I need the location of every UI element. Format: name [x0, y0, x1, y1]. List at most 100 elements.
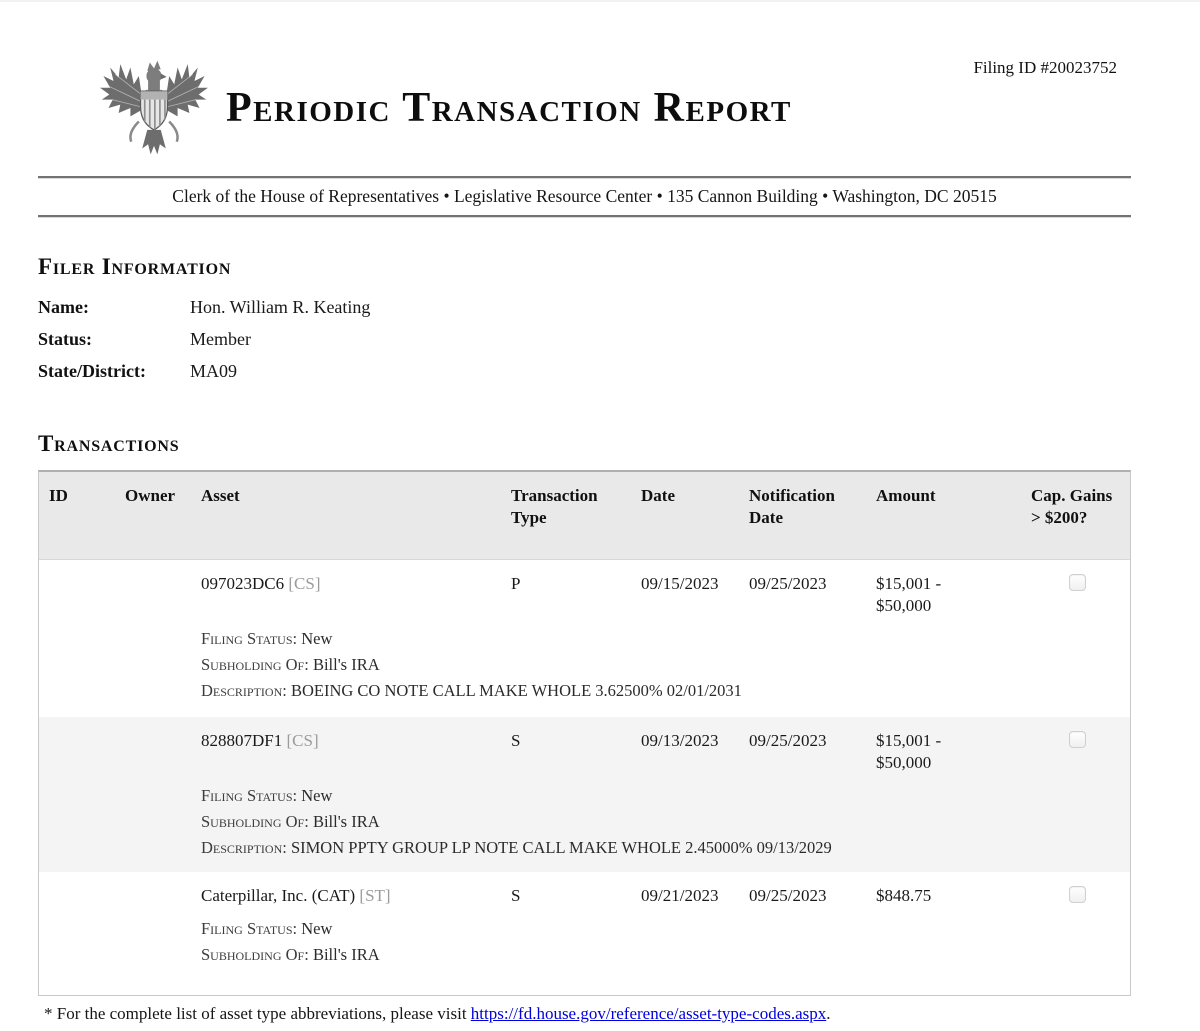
- filer-status-row: Status: Member: [38, 330, 1131, 349]
- asset-name: 097023DC6: [201, 574, 285, 593]
- transaction-details: Filing Status: New Subholding Of: Bill's…: [39, 783, 1130, 861]
- col-header-asset: Asset: [201, 486, 240, 505]
- clerk-band: Clerk of the House of Representatives • …: [38, 176, 1131, 218]
- cell-cap-gains: [1031, 573, 1130, 617]
- page-top-edge: [0, 0, 1200, 2]
- filing-status-label: Filing Status:: [201, 786, 298, 805]
- filer-name-value: Hon. William R. Keating: [190, 297, 371, 317]
- filer-information-heading: Filer Information: [38, 254, 232, 279]
- col-header-owner: Owner: [125, 486, 176, 505]
- filing-status-line: Filing Status: New: [201, 916, 1130, 942]
- cell-notification-date: 09/25/2023: [749, 886, 827, 905]
- col-header-amount: Amount: [876, 486, 936, 505]
- cap-gains-checkbox[interactable]: [1069, 574, 1086, 591]
- transaction-main-line: 097023DC6 [CS] P 09/15/2023 09/25/2023 $…: [39, 573, 1130, 617]
- filing-status-label: Filing Status:: [201, 629, 298, 648]
- transactions-table: ID Owner Asset Transaction Type Date Not…: [38, 470, 1131, 996]
- asset-type-tag: [CS]: [286, 731, 319, 750]
- subholding-line: Subholding Of: Bill's IRA: [201, 652, 1130, 678]
- cell-id: [49, 573, 125, 617]
- asset-type-tag: [CS]: [288, 574, 321, 593]
- asset-codes-footnote: * For the complete list of asset type ab…: [38, 1004, 1131, 1024]
- filing-status-value: New: [301, 786, 333, 805]
- cell-date: 09/13/2023: [641, 731, 719, 750]
- filing-id: Filing ID #20023752: [973, 58, 1117, 77]
- cell-id: [49, 730, 125, 774]
- description-label: Description:: [201, 838, 287, 857]
- subholding-line: Subholding Of: Bill's IRA: [201, 942, 1130, 968]
- cell-amount: $15,001 - $50,000: [876, 573, 1031, 617]
- divider-rule-bottom: [38, 215, 1131, 218]
- asset-type-tag: [ST]: [359, 886, 391, 905]
- cell-asset: 828807DF1 [CS]: [201, 730, 511, 774]
- transactions-section: Transactions ID Owner Asset Transaction …: [38, 431, 1131, 1024]
- subholding-line: Subholding Of: Bill's IRA: [201, 809, 1130, 835]
- page-title: Periodic Transaction Report: [226, 85, 792, 131]
- cell-asset: Caterpillar, Inc. (CAT) [ST]: [201, 885, 511, 907]
- footnote-suffix: .: [826, 1004, 831, 1023]
- cell-amount: $15,001 - $50,000: [876, 730, 1031, 774]
- filing-status-line: Filing Status: New: [201, 783, 1130, 809]
- eagle-crest-icon: [100, 60, 208, 155]
- filer-status-label: Status:: [38, 329, 93, 349]
- description-value: SIMON PPTY GROUP LP NOTE CALL MAKE WHOLE…: [290, 838, 832, 857]
- footnote-prefix: * For the complete list of asset type ab…: [44, 1004, 471, 1023]
- subholding-label: Subholding Of:: [201, 655, 309, 674]
- filer-name-row: Name: Hon. William R. Keating: [38, 298, 1131, 317]
- asset-name: 828807DF1: [201, 731, 283, 750]
- col-header-transaction-type: Transaction Type: [511, 486, 598, 527]
- amount-value: $848.75: [876, 886, 932, 905]
- asset-type-codes-link[interactable]: https://fd.house.gov/reference/asset-typ…: [470, 1004, 827, 1023]
- transaction-row: Caterpillar, Inc. (CAT) [ST] S 09/21/202…: [39, 872, 1130, 995]
- cell-transaction-type: S: [511, 886, 521, 905]
- filing-status-label: Filing Status:: [201, 919, 298, 938]
- cell-cap-gains: [1031, 885, 1130, 907]
- transaction-details: Filing Status: New Subholding Of: Bill's…: [39, 626, 1130, 704]
- cap-gains-checkbox[interactable]: [1069, 886, 1086, 903]
- filing-status-value: New: [301, 919, 333, 938]
- filer-information-section: Filer Information Name: Hon. William R. K…: [38, 254, 1131, 381]
- cell-transaction-type: P: [511, 574, 521, 593]
- filing-status-value: New: [301, 629, 333, 648]
- cell-date: 09/15/2023: [641, 574, 719, 593]
- transactions-heading: Transactions: [38, 431, 180, 456]
- subholding-value: Bill's IRA: [312, 812, 380, 831]
- cell-asset: 097023DC6 [CS]: [201, 573, 511, 617]
- cell-id: [49, 885, 125, 907]
- divider-rule-top: [38, 176, 1131, 179]
- col-header-id: ID: [49, 486, 68, 505]
- description-value: BOEING CO NOTE CALL MAKE WHOLE 3.62500% …: [290, 681, 742, 700]
- cell-date: 09/21/2023: [641, 886, 719, 905]
- amount-value: $15,001 - $50,000: [876, 731, 942, 772]
- col-header-cap-gains: Cap. Gains > $200?: [1031, 486, 1113, 527]
- cell-cap-gains: [1031, 730, 1130, 774]
- cell-owner: [125, 573, 201, 617]
- col-header-notification-date: Notification Date: [749, 486, 835, 527]
- cap-gains-checkbox[interactable]: [1069, 731, 1086, 748]
- description-line: Description: SIMON PPTY GROUP LP NOTE CA…: [201, 835, 1130, 861]
- filer-status-value: Member: [190, 329, 251, 349]
- description-line: Description: BOEING CO NOTE CALL MAKE WH…: [201, 678, 1130, 704]
- report-page: Filing ID #20023752: [38, 2, 1131, 1024]
- filer-district-label: State/District:: [38, 361, 146, 381]
- col-header-date: Date: [641, 486, 675, 505]
- filing-status-line: Filing Status: New: [201, 626, 1130, 652]
- cell-amount: $848.75: [876, 885, 1031, 907]
- asset-name: Caterpillar, Inc. (CAT): [201, 886, 356, 905]
- subholding-label: Subholding Of:: [201, 945, 309, 964]
- filer-fields: Name: Hon. William R. Keating Status: Memb…: [38, 298, 1131, 381]
- description-label: Description:: [201, 681, 287, 700]
- table-header-row: ID Owner Asset Transaction Type Date Not…: [39, 472, 1130, 560]
- cell-transaction-type: S: [511, 731, 521, 750]
- subholding-value: Bill's IRA: [312, 945, 380, 964]
- cell-owner: [125, 730, 201, 774]
- transaction-details: Filing Status: New Subholding Of: Bill's…: [39, 916, 1130, 968]
- cell-notification-date: 09/25/2023: [749, 574, 827, 593]
- filer-name-label: Name:: [38, 297, 89, 317]
- transaction-main-line: Caterpillar, Inc. (CAT) [ST] S 09/21/202…: [39, 885, 1130, 907]
- transaction-row: 097023DC6 [CS] P 09/15/2023 09/25/2023 $…: [39, 560, 1130, 717]
- clerk-address-line: Clerk of the House of Representatives • …: [172, 186, 997, 206]
- subholding-label: Subholding Of:: [201, 812, 309, 831]
- cell-notification-date: 09/25/2023: [749, 731, 827, 750]
- masthead: Filing ID #20023752: [38, 2, 1131, 176]
